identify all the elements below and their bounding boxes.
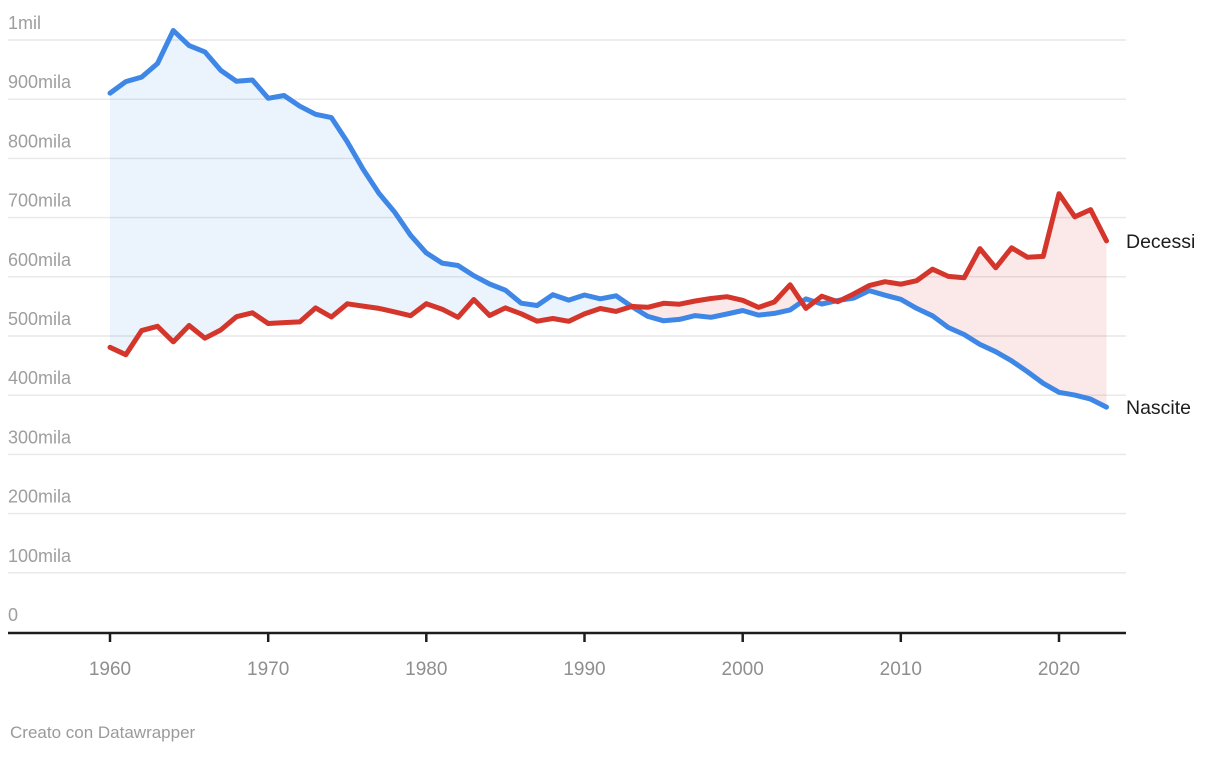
y-axis-label: 700mila — [8, 191, 72, 211]
attribution-link[interactable]: Creato con Datawrapper — [10, 723, 196, 742]
y-axis-label: 400mila — [8, 368, 72, 388]
y-axis-label: 0 — [8, 605, 18, 625]
y-axis-label: 200mila — [8, 487, 72, 507]
y-axis-label: 100mila — [8, 546, 72, 566]
x-axis-label: 1990 — [563, 659, 605, 680]
x-axis-label: 2020 — [1038, 659, 1080, 680]
decessi-line[interactable] — [107, 191, 1109, 358]
x-axis-label: 1960 — [89, 659, 131, 680]
y-axis-label: 500mila — [8, 309, 72, 329]
x-axis-label: 1970 — [247, 659, 289, 680]
y-axis-label: 800mila — [8, 131, 72, 151]
series-label-decessi: Decessi — [1126, 231, 1195, 253]
area-nascite-surplus — [110, 30, 632, 355]
nascite-line[interactable] — [107, 28, 1109, 410]
x-axis-label: 1980 — [405, 659, 447, 680]
y-axis-label: 900mila — [8, 72, 72, 92]
y-axis-label: 600mila — [8, 250, 72, 270]
y-axis-label: 300mila — [8, 427, 72, 447]
series-label-nascite: Nascite — [1126, 397, 1191, 419]
area-decessi-surplus — [841, 193, 1107, 408]
x-axis-label: 2010 — [880, 659, 922, 680]
y-axis-label: 1mil — [8, 13, 41, 33]
area-decessi-surplus — [631, 284, 802, 321]
x-axis-label: 2000 — [722, 659, 764, 680]
